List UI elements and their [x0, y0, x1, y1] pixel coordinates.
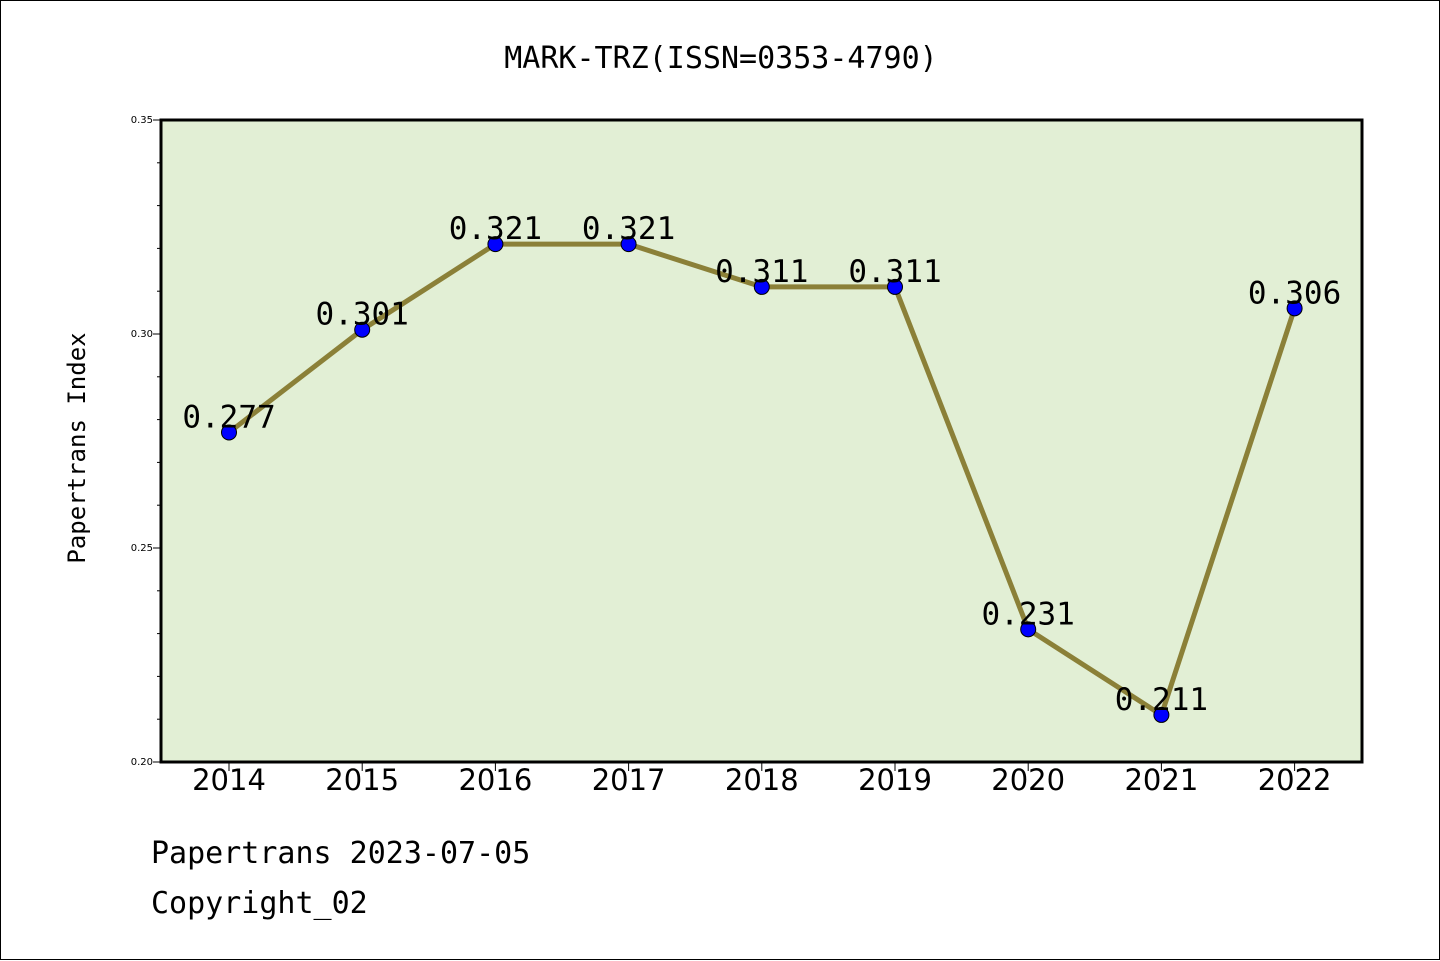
data-label: 0.311 — [715, 254, 808, 290]
footer-copyright: Copyright_02 — [151, 886, 368, 921]
y-axis-ticks: 0.20 0.25 0.30 0.35 — [131, 115, 161, 768]
data-point — [354, 321, 371, 338]
x-tick-label: 2014 — [192, 763, 266, 797]
y-minor-ticks — [157, 162, 161, 720]
data-label: 0.306 — [1248, 275, 1341, 311]
data-label: 0.277 — [182, 399, 275, 435]
data-label: 0.231 — [982, 596, 1075, 632]
footer-date: Papertrans 2023-07-05 — [151, 836, 531, 871]
data-label: 0.321 — [449, 211, 542, 247]
data-point — [620, 236, 637, 253]
x-tick-label: 2016 — [458, 763, 532, 797]
data-point — [1153, 706, 1170, 723]
x-tick-label: 2018 — [725, 763, 799, 797]
x-tick-label: 2022 — [1258, 763, 1332, 797]
x-tick-label: 2017 — [592, 763, 666, 797]
chart-title: MARK-TRZ(ISSN=0353-4790) — [504, 41, 937, 76]
data-label: 0.211 — [1115, 682, 1208, 718]
y-tick-label: 0.30 — [131, 329, 153, 340]
data-point — [221, 424, 237, 441]
x-tick-label: 2021 — [1124, 763, 1198, 797]
data-point — [753, 278, 770, 295]
data-labels: 0.277 0.301 0.321 0.321 0.311 0.311 0.231 0.211… — [182, 211, 1341, 718]
y-tick-label: 0.35 — [131, 115, 153, 126]
data-markers — [221, 236, 1303, 723]
plot-area — [159, 118, 1364, 764]
y-tick-label: 0.20 — [131, 757, 153, 768]
x-axis-ticks: 2014 2015 2016 2017 2018 2019 2020 2021 2022 — [192, 762, 1332, 797]
data-point — [1286, 300, 1303, 317]
data-point — [887, 278, 903, 295]
y-axis-label: Papertrans Index — [63, 332, 91, 563]
data-point — [1020, 621, 1037, 638]
x-tick-label: 2020 — [991, 763, 1065, 797]
data-label: 0.311 — [848, 254, 941, 290]
x-tick-label: 2019 — [858, 763, 932, 797]
y-tick-label: 0.25 — [131, 543, 153, 554]
data-label: 0.321 — [582, 211, 675, 247]
data-label: 0.301 — [316, 297, 409, 333]
data-point — [487, 236, 504, 253]
x-tick-label: 2015 — [325, 763, 399, 797]
